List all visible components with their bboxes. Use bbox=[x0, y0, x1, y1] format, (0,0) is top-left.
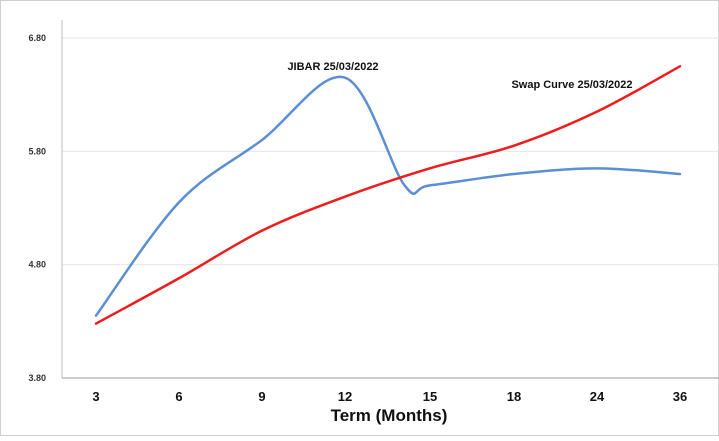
y-tick-label: 6.80 bbox=[28, 33, 46, 43]
series-label-swap-curve: Swap Curve 25/03/2022 bbox=[511, 79, 632, 91]
x-tick-label: 36 bbox=[673, 389, 687, 404]
y-tick-label: 3.80 bbox=[28, 373, 46, 383]
series-line-swap-curve bbox=[94, 65, 682, 325]
series-label-jibar: JIBAR 25/03/2022 bbox=[287, 61, 378, 73]
series-line-jibar bbox=[94, 75, 682, 317]
x-axis-title: Term (Months) bbox=[331, 406, 448, 425]
x-tick-label: 15 bbox=[423, 389, 437, 404]
y-tick-label: 5.80 bbox=[28, 146, 46, 156]
x-tick-label: 6 bbox=[175, 389, 182, 404]
x-tick-label: 9 bbox=[258, 389, 265, 404]
x-tick-label: 3 bbox=[92, 389, 99, 404]
y-tick-label: 4.80 bbox=[28, 260, 46, 270]
x-tick-label: 24 bbox=[590, 389, 605, 404]
x-tick-label: 18 bbox=[507, 389, 521, 404]
x-tick-label: 12 bbox=[338, 389, 352, 404]
